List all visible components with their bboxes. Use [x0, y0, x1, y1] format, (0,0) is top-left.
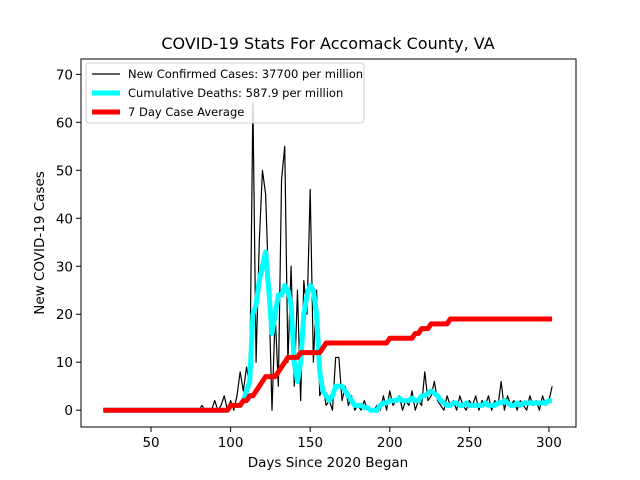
x-tick-label: 100	[218, 435, 244, 451]
x-tick-label: 200	[377, 435, 403, 451]
legend-label: 7 Day Case Average	[128, 105, 244, 119]
x-tick-label: 300	[536, 435, 562, 451]
series-line	[103, 316, 553, 413]
y-tick-label: 50	[56, 163, 73, 179]
legend-box	[85, 62, 365, 124]
y-tick-label: 20	[56, 307, 73, 323]
y-tick-label: 60	[56, 115, 73, 131]
y-tick-label: 30	[56, 259, 73, 275]
axes-frame	[80, 58, 577, 428]
plot-area	[103, 102, 553, 413]
legend-label: New Confirmed Cases: 37700 per million	[128, 67, 363, 81]
chart-title: COVID-19 Stats For Accomack County, VA	[161, 34, 494, 53]
y-axis-label: New COVID-19 Cases	[32, 171, 48, 315]
x-tick-label: 250	[456, 435, 482, 451]
x-axis-label: Days Since 2020 Began	[248, 455, 409, 471]
legend-label: Cumulative Deaths: 587.9 per million	[128, 86, 343, 100]
y-tick-label: 10	[56, 355, 73, 371]
x-tick-label: 150	[297, 435, 323, 451]
y-tick-label: 0	[64, 403, 73, 419]
y-tick-label: 70	[56, 67, 73, 83]
x-tick-label: 50	[142, 435, 159, 451]
y-tick-label: 40	[56, 211, 73, 227]
